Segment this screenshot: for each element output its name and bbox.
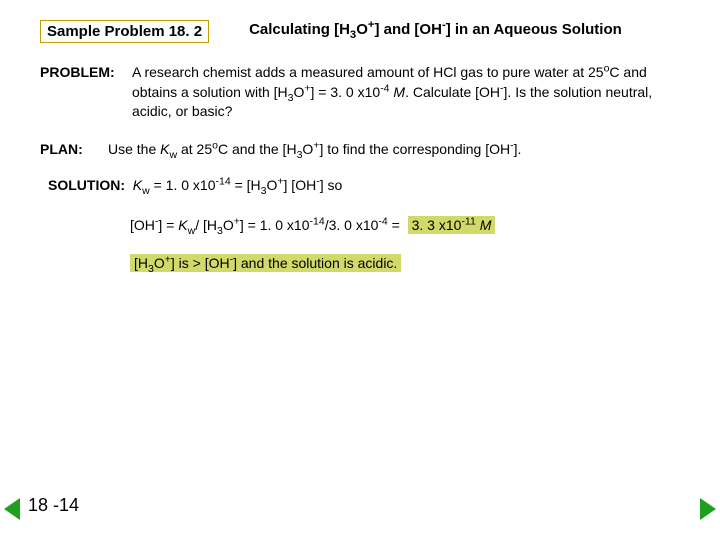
plan-text: Use the Kw at 25oC and the [H3O+] to fin… xyxy=(108,140,692,160)
plan-label: PLAN: xyxy=(40,140,108,160)
solution-result: 3. 3 x10-11 M xyxy=(408,216,496,234)
problem-title: Calculating [H3O+] and [OH-] in an Aqueo… xyxy=(249,20,692,40)
prev-arrow-icon[interactable] xyxy=(4,498,20,520)
solution-conclusion: [H3O+] is > [OH-] and the solution is ac… xyxy=(130,254,401,272)
solution-label: SOLUTION: xyxy=(48,177,125,193)
sample-problem-label: Sample Problem 18. 2 xyxy=(40,20,209,43)
solution-eq2: [OH-] = Kw/ [H3O+] = 1. 0 x10-14/3. 0 x1… xyxy=(130,217,408,233)
problem-text: A research chemist adds a measured amoun… xyxy=(132,63,692,122)
page-number: 18 -14 xyxy=(28,495,79,516)
problem-label: PROBLEM: xyxy=(40,63,132,83)
next-arrow-icon[interactable] xyxy=(700,498,716,520)
solution-eq1: Kw = 1. 0 x10-14 = [H3O+] [OH-] so xyxy=(133,177,343,193)
